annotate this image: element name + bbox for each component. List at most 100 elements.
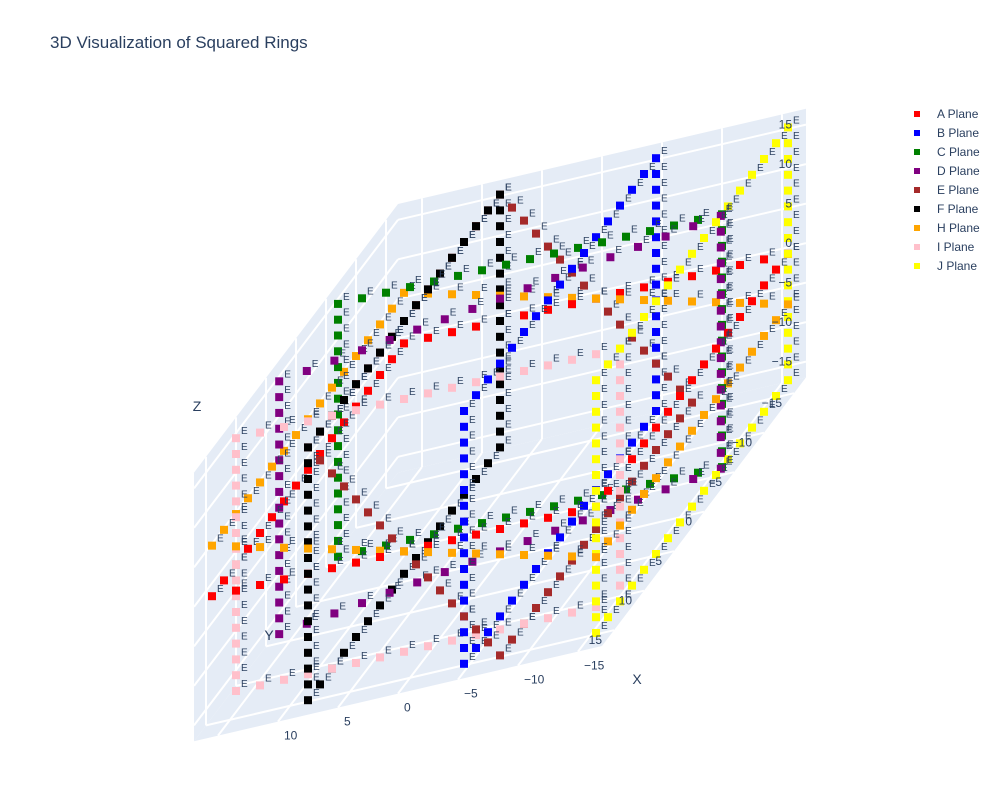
marker-j-plane — [784, 265, 792, 274]
marker-text: E — [671, 225, 678, 236]
legend-item[interactable]: C Plane — [910, 142, 980, 161]
marker-f-plane — [304, 680, 312, 689]
marker-text: E — [529, 543, 536, 554]
legend-label: F Plane — [937, 201, 979, 216]
marker-text: E — [265, 673, 272, 684]
marker-text: E — [601, 384, 608, 395]
marker-text: E — [284, 527, 291, 538]
marker-text: E — [560, 519, 567, 530]
marker-j-plane — [592, 597, 600, 606]
marker-text: E — [733, 447, 740, 458]
marker-text: E — [505, 325, 512, 336]
z-tick-label: −5 — [778, 276, 792, 290]
marker-text: E — [289, 567, 296, 578]
marker-e-plane — [580, 281, 588, 290]
legend-item[interactable]: D Plane — [910, 161, 980, 180]
marker-f-plane — [304, 554, 312, 562]
marker-text: E — [313, 672, 320, 683]
marker-j-plane — [592, 439, 600, 448]
marker-a-plane — [352, 558, 360, 567]
marker-a-plane — [496, 525, 504, 533]
marker-text: E — [361, 487, 368, 498]
legend-item[interactable]: J Plane — [910, 256, 980, 275]
marker-text: E — [505, 388, 512, 399]
marker-a-plane — [544, 513, 552, 522]
marker-j-plane — [592, 565, 600, 574]
marker-j-plane — [628, 581, 636, 590]
marker-j-plane — [592, 486, 600, 495]
marker-text: E — [337, 461, 344, 472]
marker-j-plane — [592, 518, 600, 527]
marker-j-plane — [700, 234, 708, 242]
marker-j-plane — [784, 234, 792, 242]
marker-e-plane — [580, 540, 588, 549]
marker-d-plane — [275, 535, 284, 544]
marker-e-plane — [604, 509, 612, 518]
marker-a-plane — [256, 529, 264, 537]
legend-item[interactable]: H Plane — [910, 218, 980, 237]
legend-item[interactable]: E Plane — [910, 180, 980, 199]
marker-text: E — [727, 360, 734, 371]
marker-f-plane — [304, 522, 312, 531]
marker-i-plane — [472, 631, 480, 639]
marker-h-plane — [280, 543, 288, 552]
marker-text: E — [469, 652, 476, 663]
marker-text: E — [367, 591, 374, 602]
marker-d-plane — [468, 304, 477, 313]
marker-h-plane — [400, 547, 408, 556]
marker-text: E — [577, 286, 584, 297]
marker-text: E — [422, 318, 429, 329]
marker-e-plane — [616, 493, 624, 502]
marker-c-plane — [334, 299, 342, 308]
marker-text: E — [481, 467, 488, 478]
marker-f-plane — [304, 475, 312, 483]
marker-b-plane — [460, 422, 468, 431]
marker-b-plane — [568, 264, 576, 273]
marker-text: E — [265, 421, 272, 432]
marker-i-plane — [448, 636, 456, 645]
marker-a-plane — [628, 455, 636, 464]
marker-text: E — [481, 542, 488, 553]
marker-j-plane — [784, 313, 792, 321]
marker-text: E — [289, 489, 296, 500]
marker-text: E — [726, 330, 733, 341]
marker-b-plane — [616, 201, 624, 210]
marker-text: E — [781, 384, 788, 395]
marker-d-plane — [275, 472, 284, 481]
marker-e-plane — [664, 372, 672, 381]
marker-a-plane — [364, 386, 372, 395]
marker-f-plane — [316, 427, 324, 436]
marker-text: E — [397, 578, 404, 589]
legend-item[interactable]: I Plane — [910, 237, 980, 256]
marker-text: E — [343, 450, 350, 461]
legend-item[interactable]: F Plane — [910, 199, 980, 218]
marker-text: E — [439, 522, 446, 533]
z-tick-label: 5 — [785, 197, 792, 211]
marker-f-plane — [352, 633, 360, 641]
marker-text: E — [313, 609, 320, 620]
legend-item[interactable]: A Plane — [910, 104, 980, 123]
marker-i-plane — [232, 450, 240, 458]
marker-b-plane — [652, 375, 660, 384]
marker-text: E — [726, 267, 733, 278]
marker-e-plane — [508, 203, 516, 212]
marker-f-plane — [364, 617, 372, 626]
marker-j-plane — [592, 423, 600, 432]
marker-text: E — [757, 289, 764, 300]
marker-c-plane — [622, 232, 630, 241]
marker-a-plane — [340, 418, 348, 427]
marker-f-plane — [484, 206, 492, 215]
marker-text: E — [433, 282, 440, 293]
marker-e-plane — [616, 320, 624, 329]
marker-text: E — [469, 478, 476, 489]
marker-h-plane — [688, 426, 696, 435]
marker-e-plane — [424, 573, 432, 582]
marker-text: E — [481, 214, 488, 225]
marker-f-plane — [304, 633, 312, 641]
z-tick-label: 15 — [779, 118, 793, 132]
marker-h-plane — [688, 297, 696, 306]
marker-i-plane — [568, 355, 576, 364]
marker-j-plane — [592, 407, 600, 416]
legend-item[interactable]: B Plane — [910, 123, 980, 142]
